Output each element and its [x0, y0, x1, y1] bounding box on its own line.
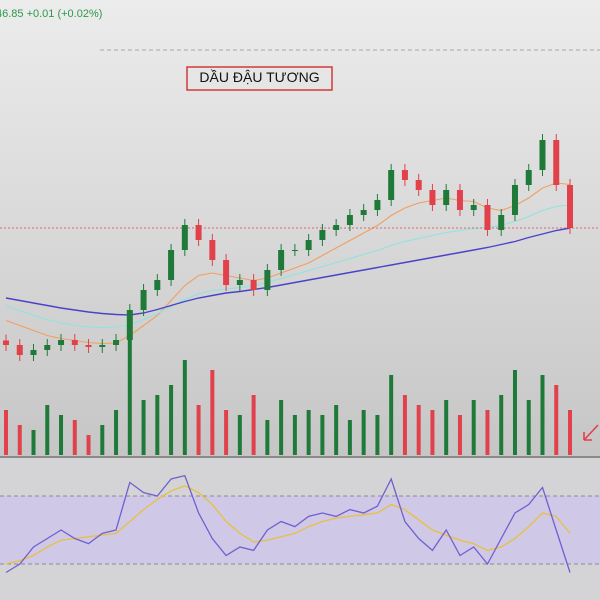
candle-body [484, 205, 491, 230]
volume-bar [306, 410, 311, 455]
volume-bar [72, 420, 77, 455]
candle-body [429, 190, 436, 205]
candle-body [443, 190, 450, 205]
candle-body [126, 310, 133, 340]
rsi-line [5, 474, 571, 574]
candle-body [498, 215, 505, 230]
candle-body [346, 215, 353, 225]
volume-bar [155, 395, 160, 455]
arrow-icon [583, 424, 599, 441]
volume-bar [251, 395, 256, 455]
candle-body [236, 280, 243, 285]
candle-body [525, 170, 532, 185]
title-box [186, 66, 333, 91]
candle-body [58, 340, 65, 345]
candle-body [181, 225, 188, 250]
volume-bar [320, 415, 325, 455]
candle-body [567, 185, 573, 228]
candle-body [3, 340, 9, 345]
candle-body [113, 340, 120, 345]
volume-bar [45, 405, 50, 455]
candle-body [360, 210, 367, 215]
volume-bar [182, 360, 187, 455]
candle-body [305, 240, 312, 250]
volume-bar [389, 375, 394, 455]
volume-bar [169, 385, 174, 455]
candle-body [511, 185, 518, 215]
moving-average-line [5, 227, 571, 316]
candle-body [195, 225, 202, 240]
candle-body [415, 180, 422, 190]
volume-bar [499, 395, 504, 455]
volume-bar [100, 425, 105, 455]
volume-bar [540, 375, 545, 455]
volume-bar [17, 425, 22, 455]
price-header: 46.85 +0.01 (+0.02%) [0, 8, 102, 20]
candle-body [374, 200, 381, 210]
candle-body [319, 230, 326, 240]
volume-bar [512, 370, 517, 455]
volume-bar [237, 415, 242, 455]
volume-bar [485, 410, 490, 455]
volume-bar [224, 410, 229, 455]
volume-bar [457, 415, 462, 455]
moving-average-line [5, 182, 571, 345]
volume-bar [402, 395, 407, 455]
candle-body [333, 225, 340, 230]
volume-bar [279, 400, 284, 455]
volume-bar [86, 435, 91, 455]
chart-title: DẦU ĐẬU TƯƠNG [199, 69, 319, 85]
volume-bar [141, 400, 146, 455]
volume-bar [361, 410, 366, 455]
volume-bar [210, 370, 215, 455]
volume-bar [127, 330, 132, 455]
candle-body [470, 205, 477, 210]
candle-body [16, 345, 23, 355]
volume-bar [526, 400, 531, 455]
candle-body [140, 290, 147, 310]
candle-body [30, 350, 37, 355]
volume-bar [568, 410, 572, 455]
candle-body [539, 140, 546, 170]
candle-body [154, 280, 161, 290]
rsi-band [0, 496, 600, 564]
volume-bar [31, 430, 36, 455]
volume-bar [471, 400, 476, 455]
volume-bar [196, 405, 201, 455]
volume-bar [114, 410, 119, 455]
volume-bar [59, 415, 64, 455]
candle-body [44, 345, 51, 350]
volume-bar [416, 405, 421, 455]
volume-bar [265, 420, 270, 455]
candle-body [553, 140, 560, 185]
volume-bar [430, 410, 435, 455]
volume-bar [347, 420, 352, 455]
candle-body [291, 250, 298, 251]
candle-body [456, 190, 463, 210]
candle-body [168, 250, 175, 280]
candle-body [85, 345, 92, 347]
candle-body [401, 170, 408, 180]
candle-body [99, 345, 106, 347]
volume-bar [334, 405, 339, 455]
candle-body [209, 240, 216, 260]
candle-body [250, 280, 257, 290]
volume-bar [554, 385, 559, 455]
volume-bar [4, 410, 8, 455]
volume-bar [292, 415, 297, 455]
candle-body [71, 340, 78, 345]
candle-body [223, 260, 230, 285]
volume-bar [375, 415, 380, 455]
candle-body [388, 170, 395, 200]
volume-bar [444, 400, 449, 455]
candle-body [278, 250, 285, 270]
candle-body [264, 270, 271, 290]
